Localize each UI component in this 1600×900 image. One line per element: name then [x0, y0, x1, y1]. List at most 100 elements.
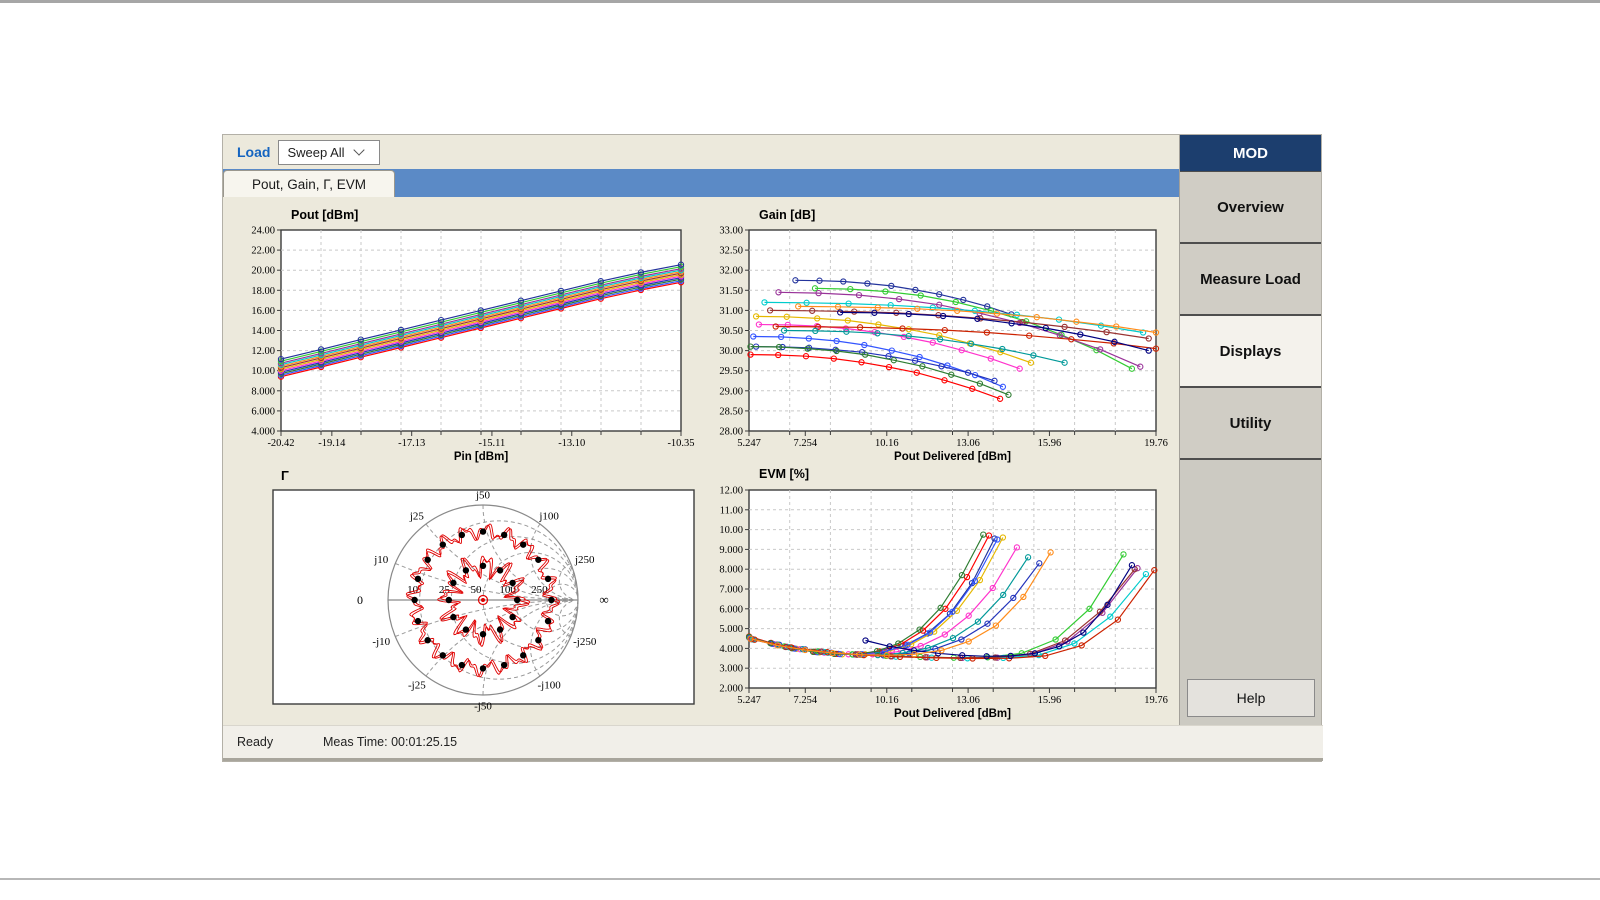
svg-text:-13.10: -13.10	[558, 438, 585, 449]
svg-text:Pout Delivered [dBm]: Pout Delivered [dBm]	[894, 708, 1011, 720]
svg-text:3.000: 3.000	[719, 664, 743, 675]
chart-evm: EVM [%] 12.00 11.00 10.00 9.000 8.000 7.000 6.0…	[719, 467, 1168, 720]
svg-text:10: 10	[407, 584, 419, 596]
svg-text:Pin [dBm]: Pin [dBm]	[454, 451, 508, 463]
sidebar-item-label: Displays	[1219, 342, 1282, 360]
svg-text:13.06: 13.06	[956, 438, 980, 449]
svg-text:50: 50	[471, 584, 483, 596]
svg-text:6.000: 6.000	[719, 604, 743, 615]
svg-text:18.00: 18.00	[251, 286, 275, 297]
svg-text:22.00: 22.00	[251, 246, 275, 257]
svg-text:30.50: 30.50	[719, 326, 743, 337]
topbar: Load Sweep All	[223, 135, 1181, 169]
svg-text:13.06: 13.06	[956, 695, 980, 706]
sidebar-item-label: Overview	[1217, 198, 1284, 216]
help-button-label: Help	[1236, 690, 1266, 706]
svg-text:15.96: 15.96	[1038, 695, 1062, 706]
svg-text:Pout [dBm]: Pout [dBm]	[291, 208, 358, 222]
svg-text:29.50: 29.50	[719, 366, 743, 377]
load-dropdown[interactable]: Sweep All	[278, 139, 381, 165]
chart-gain: Gain [dB] 33.00 32.50 32.00 31.50 31.00 30.50 3…	[719, 208, 1168, 463]
charts-region: Pout [dBm] 24.00 22.00 20.00 18.00 16.00 14.00…	[223, 197, 1181, 727]
svg-text:11.00: 11.00	[720, 505, 743, 516]
svg-text:Γ: Γ	[281, 468, 289, 483]
sidebar: MOD Overview Measure Load Displays Utili…	[1179, 135, 1321, 727]
svg-text:10.00: 10.00	[251, 366, 275, 377]
svg-text:29.00: 29.00	[719, 386, 743, 397]
svg-text:-20.42: -20.42	[267, 438, 294, 449]
svg-text:-17.13: -17.13	[398, 438, 425, 449]
svg-text:28.50: 28.50	[719, 406, 743, 417]
svg-text:j10: j10	[373, 554, 389, 566]
svg-text:0: 0	[357, 593, 363, 607]
svg-text:12.00: 12.00	[719, 486, 743, 497]
svg-text:33.00: 33.00	[719, 226, 743, 237]
svg-text:-j50: -j50	[474, 701, 492, 713]
svg-text:8.000: 8.000	[719, 565, 743, 576]
svg-text:19.76: 19.76	[1144, 438, 1168, 449]
tab-pout-gain-gamma-evm[interactable]: Pout, Gain, Γ, EVM	[223, 170, 395, 198]
svg-text:j250: j250	[574, 554, 595, 566]
svg-text:250: 250	[531, 584, 548, 596]
status-ready: Ready	[237, 735, 274, 749]
svg-text:15.96: 15.96	[1038, 438, 1062, 449]
sidebar-item-label: Utility	[1229, 414, 1272, 432]
svg-text:2.000: 2.000	[719, 684, 743, 695]
svg-text:7.000: 7.000	[719, 585, 743, 596]
svg-text:28.00: 28.00	[719, 427, 743, 438]
svg-text:5.247: 5.247	[737, 438, 761, 449]
svg-text:31.00: 31.00	[719, 306, 743, 317]
load-dropdown-value: Sweep All	[287, 144, 345, 160]
svg-text:32.00: 32.00	[719, 266, 743, 277]
svg-text:31.50: 31.50	[719, 286, 743, 297]
svg-text:9.000: 9.000	[719, 545, 743, 556]
svg-text:100: 100	[499, 584, 516, 596]
statusbar: Ready Meas Time: 00:01:25.15	[223, 725, 1323, 761]
chart-pout: Pout [dBm] 24.00 22.00 20.00 18.00 16.00 14.00…	[251, 208, 694, 463]
svg-text:4.000: 4.000	[251, 427, 275, 438]
tab-label: Pout, Gain, Γ, EVM	[252, 177, 366, 192]
svg-text:-j250: -j250	[573, 636, 597, 648]
svg-text:10.16: 10.16	[875, 438, 899, 449]
svg-text:Pout Delivered [dBm]: Pout Delivered [dBm]	[894, 451, 1011, 463]
svg-text:-j10: -j10	[372, 636, 390, 648]
status-meas-time: Meas Time: 00:01:25.15	[323, 735, 458, 749]
svg-text:5.000: 5.000	[719, 624, 743, 635]
svg-text:12.00: 12.00	[251, 346, 275, 357]
tab-strip: Pout, Gain, Γ, EVM	[223, 169, 1181, 198]
svg-text:-15.11: -15.11	[479, 438, 506, 449]
svg-text:10.16: 10.16	[875, 695, 899, 706]
svg-text:EVM [%]: EVM [%]	[759, 467, 809, 481]
svg-text:4.000: 4.000	[719, 644, 743, 655]
sidebar-item-utility[interactable]: Utility	[1180, 388, 1321, 460]
help-button[interactable]: Help	[1187, 679, 1315, 717]
svg-text:6.000: 6.000	[251, 406, 275, 417]
svg-text:Gain [dB]: Gain [dB]	[759, 208, 815, 222]
svg-text:16.00: 16.00	[251, 306, 275, 317]
svg-text:10.00: 10.00	[719, 525, 743, 536]
sidebar-item-displays[interactable]: Displays	[1180, 316, 1321, 388]
chevron-down-icon	[352, 144, 365, 156]
svg-text:32.50: 32.50	[719, 246, 743, 257]
svg-text:14.00: 14.00	[251, 326, 275, 337]
svg-text:24.00: 24.00	[251, 226, 275, 237]
load-label: Load	[237, 144, 271, 160]
app-window: Load Sweep All Pout, Gain, Γ, EVM Pout […	[222, 134, 1323, 762]
screen-bottom-edge	[0, 878, 1600, 880]
svg-text:-j100: -j100	[538, 680, 562, 692]
svg-text:20.00: 20.00	[251, 266, 275, 277]
svg-text:-19.14: -19.14	[318, 438, 346, 449]
svg-text:5.247: 5.247	[737, 695, 761, 706]
screen-top-edge	[0, 0, 1600, 3]
svg-text:30.00: 30.00	[719, 346, 743, 357]
svg-text:j25: j25	[409, 510, 425, 522]
sidebar-item-overview[interactable]: Overview	[1180, 171, 1321, 244]
svg-text:7.254: 7.254	[793, 438, 817, 449]
svg-text:-j25: -j25	[408, 680, 426, 692]
svg-text:19.76: 19.76	[1144, 695, 1168, 706]
sidebar-item-measure-load[interactable]: Measure Load	[1180, 244, 1321, 316]
svg-text:7.254: 7.254	[793, 695, 817, 706]
svg-text:-10.35: -10.35	[667, 438, 694, 449]
sidebar-item-label: Measure Load	[1200, 270, 1301, 288]
